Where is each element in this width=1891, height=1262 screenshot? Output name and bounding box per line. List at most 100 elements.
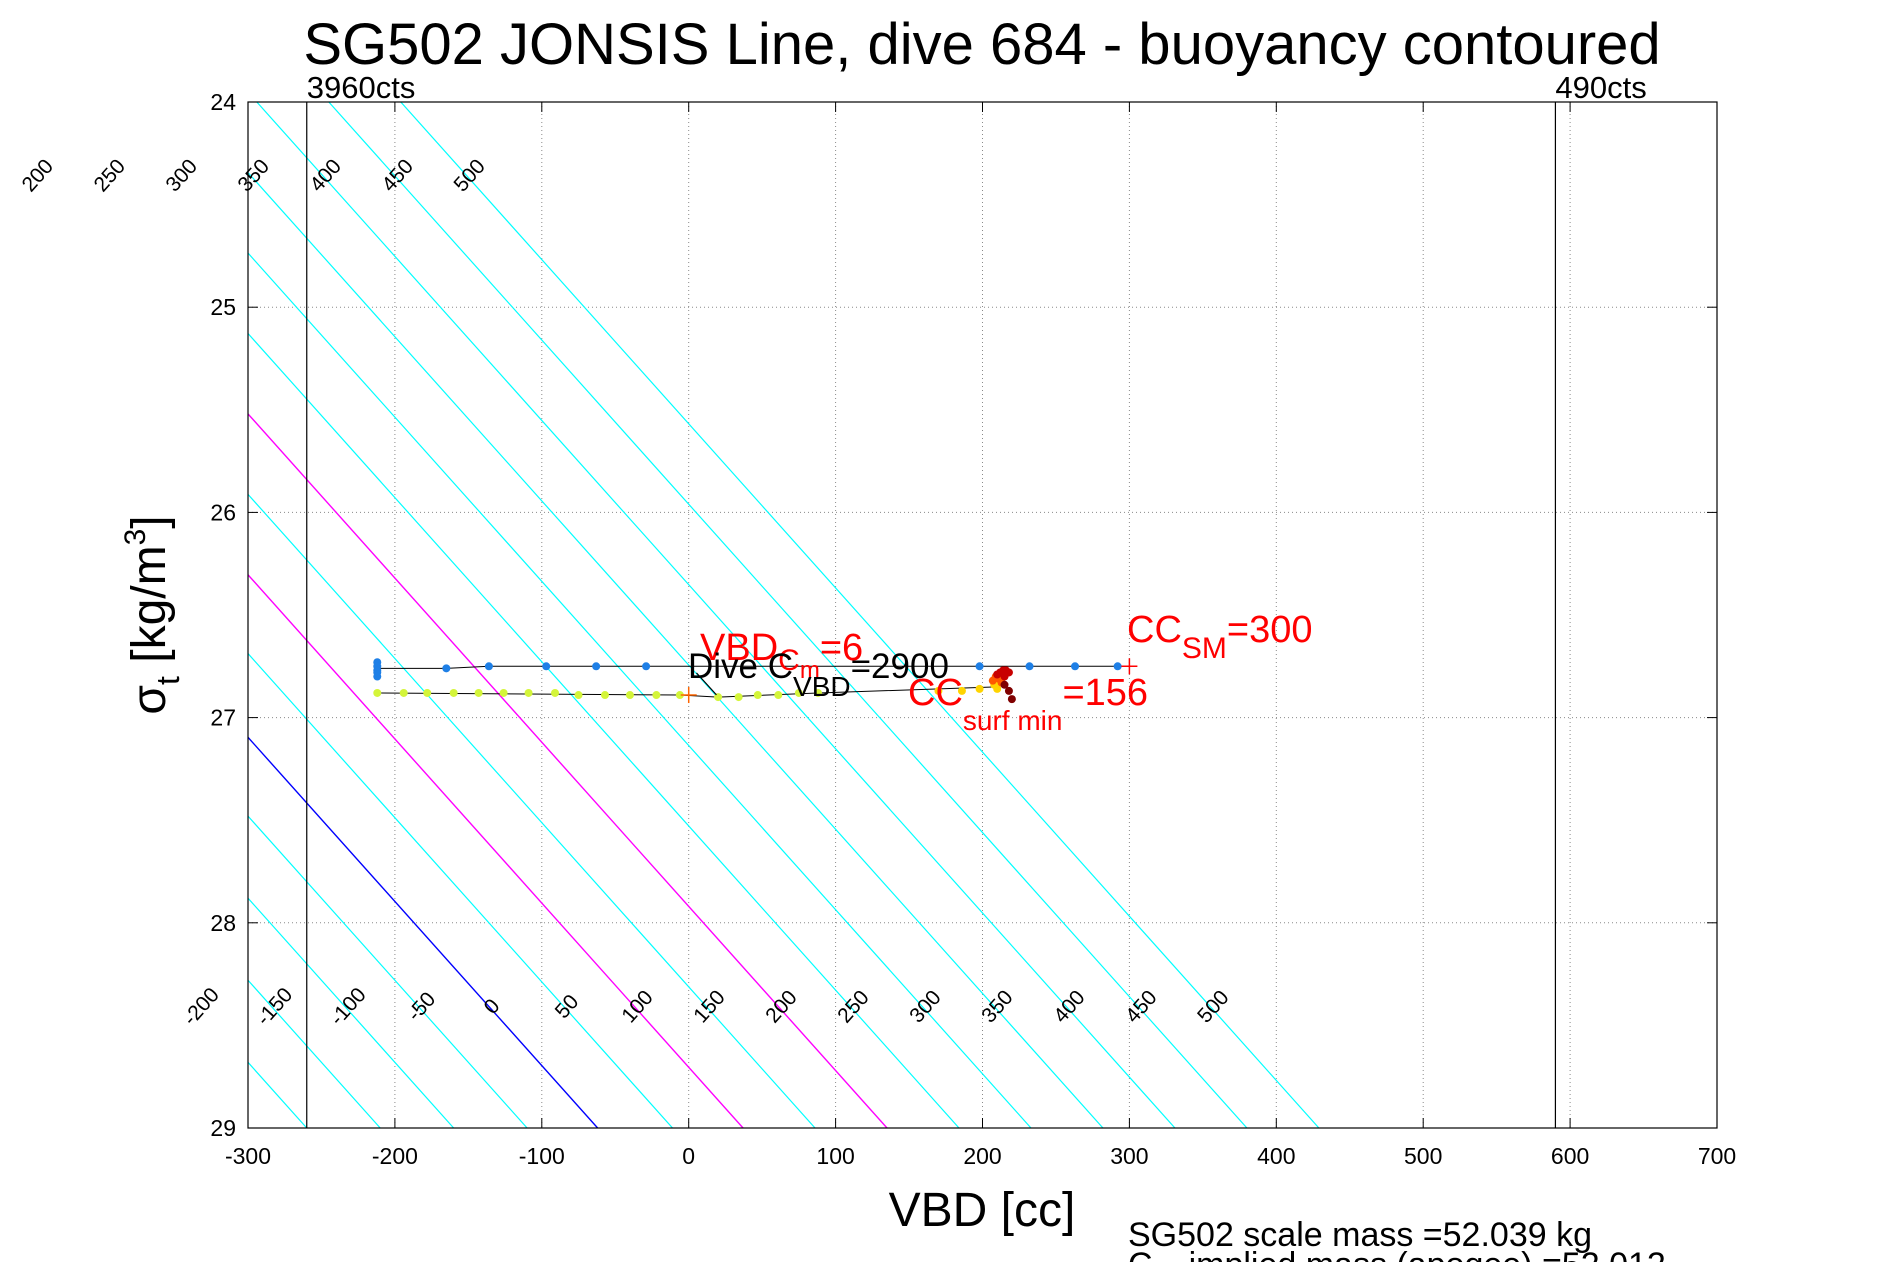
data-point (1025, 662, 1034, 671)
data-point (774, 691, 783, 700)
data-point (449, 688, 458, 697)
vbd-cm-annotation: VBDCm=6 (700, 627, 863, 684)
x-tick-label: 100 (816, 1143, 854, 1169)
dive-c-sub: VBD (793, 671, 851, 702)
implied-mass-text: Cimplied mass (apogee) =52.012 (1128, 1246, 1666, 1262)
contour-line (248, 332, 960, 1128)
data-point (675, 691, 684, 700)
axis-ticks (247, 101, 1718, 1129)
data-point (484, 662, 493, 671)
markers (680, 658, 1138, 704)
cc-surf-sub: surf min (963, 705, 1063, 736)
y-axis-label-close: ] (123, 515, 176, 528)
contour-line (248, 493, 816, 1128)
y-axis-label-sup: 3 (119, 529, 152, 546)
vbd-cm-value: =6 (820, 627, 863, 669)
contour-line (248, 815, 528, 1128)
data-point (1000, 680, 1009, 689)
trace-line (377, 665, 1118, 669)
vbd-cm-subsub: m (800, 657, 820, 684)
data-point (1000, 672, 1009, 681)
dive-c-main: Dive C (688, 647, 793, 686)
cc-surf-value: =156 (1062, 672, 1148, 714)
contour-line (248, 652, 673, 1128)
data-point (975, 662, 984, 671)
data-point (957, 686, 966, 695)
contour-lines (248, 102, 1320, 1128)
annotations: VBDCm=6 Dive CVBD=2900 CCSM=300 CCsurf m… (688, 609, 1666, 1262)
x-tick-labels: -300 -200 -100 0 100 200 300 400 500 600 700 (225, 1143, 1736, 1169)
data-point (600, 691, 609, 700)
x-tick-label: 600 (1551, 1143, 1589, 1169)
dive-c-value: =2900 (851, 647, 949, 686)
implied-mass-value: implied mass (apogee) =52.012 (1189, 1246, 1666, 1262)
data-point (373, 672, 382, 681)
limit-line-label: 490cts (1555, 70, 1646, 105)
data-point (1007, 695, 1016, 704)
data-point (474, 688, 483, 697)
implied-mass-c: C (1128, 1246, 1153, 1262)
y-axis-label-main: σ (123, 685, 176, 715)
x-tick-label: 500 (1404, 1143, 1442, 1169)
data-series (373, 658, 1122, 704)
data-point (813, 688, 822, 697)
contour-line (248, 412, 888, 1128)
data-point (442, 664, 451, 673)
cc-sm-annotation: CCSM=300 (1127, 609, 1312, 665)
pointer-marker (696, 672, 717, 696)
x-tick-label: -300 (225, 1143, 271, 1169)
dive-c-vbd-annotation: Dive CVBD=2900 (688, 647, 949, 702)
x-tick-label: 400 (1257, 1143, 1295, 1169)
cc-sm-sub: SM (1182, 632, 1227, 665)
contour-line (248, 736, 599, 1128)
data-point (1113, 662, 1122, 671)
y-tick-label: 26 (210, 499, 236, 525)
data-point (625, 691, 634, 700)
y-axis-label-units: [kg/m (123, 545, 176, 676)
data-point (542, 662, 551, 671)
data-point (794, 688, 803, 697)
data-point (524, 688, 533, 697)
limit-lines: 3960cts 490cts (306, 70, 1647, 1128)
x-tick-label: 700 (1698, 1143, 1736, 1169)
y-axis-label-sub: t (150, 676, 186, 685)
x-tick-label: 300 (1110, 1143, 1148, 1169)
vbd-cm-sub: C (778, 644, 800, 677)
data-point (993, 684, 1002, 693)
vbd-cm-main: VBD (700, 627, 778, 669)
data-point (734, 693, 743, 702)
scale-mass-text: SG502 scale mass =52.039 kg (1128, 1216, 1592, 1254)
data-point (975, 684, 984, 693)
limit-line-label: 3960cts (307, 70, 416, 105)
x-axis-label: VBD [cc] (889, 1184, 1076, 1237)
x-tick-label: 200 (963, 1143, 1001, 1169)
chart-title: SG502 JONSIS Line, dive 684 - buoyancy c… (303, 12, 1660, 77)
contour-line (400, 102, 1320, 1128)
cc-surf-min-annotation: CCsurf min=156 (908, 672, 1148, 736)
data-point (652, 691, 661, 700)
contour-line (248, 252, 1032, 1128)
x-tick-label: 0 (682, 1143, 695, 1169)
contour-line (248, 171, 1104, 1128)
contour-line (328, 102, 1248, 1128)
data-point (499, 688, 508, 697)
contour-line (248, 573, 744, 1128)
data-point (373, 688, 382, 697)
y-axis-label: σt [kg/m3] (119, 515, 186, 714)
data-point (1071, 662, 1080, 671)
data-point (1004, 686, 1013, 695)
data-point (574, 691, 583, 700)
data-point (934, 686, 943, 695)
y-tick-label: 27 (210, 705, 236, 731)
data-point (753, 691, 762, 700)
cc-sm-main: CC (1127, 609, 1182, 651)
y-tick-label: 25 (210, 294, 236, 320)
y-tick-labels: 24 25 26 27 28 29 (210, 89, 236, 1141)
x-tick-label: -200 (372, 1143, 418, 1169)
x-tick-label: -100 (519, 1143, 565, 1169)
y-tick-label: 29 (210, 1115, 236, 1141)
grid (248, 102, 1717, 1128)
data-point (423, 688, 432, 697)
data-point (592, 662, 601, 671)
